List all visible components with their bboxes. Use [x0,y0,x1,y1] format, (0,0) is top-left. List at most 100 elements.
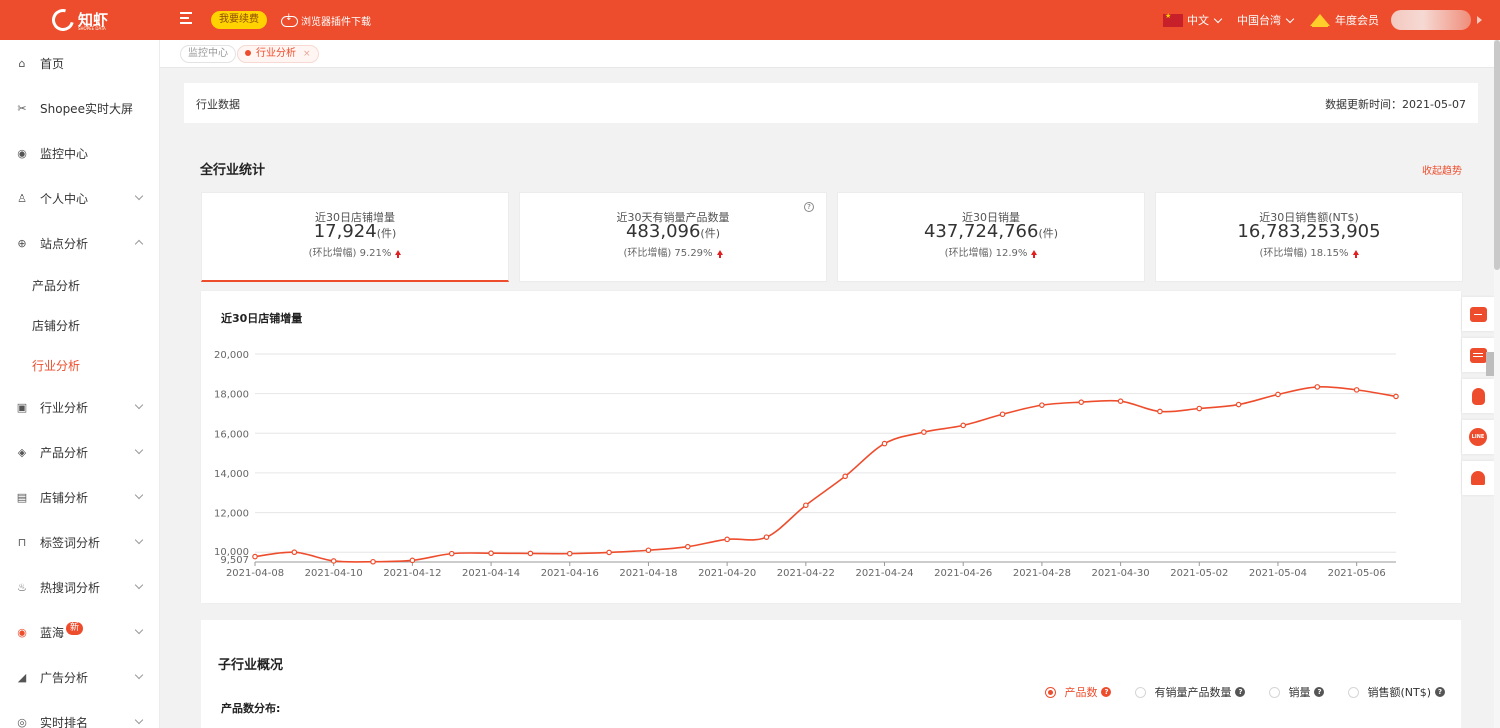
bookmark-icon: ⊓ [17,535,27,549]
question-icon[interactable]: ? [1235,687,1246,697]
radio-products-with-sales[interactable]: 有销量产品数量 ? [1135,684,1246,700]
sidebar-item-product-analysis[interactable]: ◈ 产品分析 [0,442,160,462]
renew-button[interactable]: 我要续费 [211,11,267,29]
stat-card-sales-volume[interactable]: 近30日销量 437,724,766(件) (环比增幅) 12.9% [837,192,1145,282]
sidebar-item-label: 实时排名 [40,715,89,728]
region-dropdown[interactable]: 中国台湾 [1237,12,1295,28]
chevron-down-icon [134,191,144,201]
x-tick-label: 2021-04-26 [934,568,992,579]
sidebar-subitem-shop-analysis[interactable]: 店铺分析 [0,315,160,335]
sidebar-item-monitor[interactable]: ◉ 监控中心 [0,143,160,163]
stat-card-shop-increase[interactable]: 近30日店铺增量 17,924(件) (环比增幅) 9.21% [201,192,509,282]
logo-text: 知虾 [78,10,109,29]
question-icon[interactable]: ? [1435,687,1445,697]
help-icon[interactable]: ? [804,202,814,212]
chart-title: 近30日店铺增量 [221,312,303,325]
x-tick-label: 2021-04-20 [698,568,756,579]
radio-product-count[interactable]: 产品数 ? [1045,684,1112,700]
chart-icon: ▣ [16,400,28,414]
data-point [370,558,376,565]
sidebar-item-personal[interactable]: ♙ 个人中心 [0,188,160,208]
plugin-download-link[interactable]: 浏览器插件下载 [280,12,371,28]
radio-circle[interactable] [1348,686,1360,698]
sidebar-item-realtime-rank[interactable]: ◎ 实时排名 [0,712,160,728]
sidebar-item-tag-analysis[interactable]: ⊓ 标签词分析 [0,532,160,552]
distribution-label: 产品数分布: [221,702,281,715]
sidebar-item-realtime-screen[interactable]: ✂ Shopee实时大屏 [0,98,160,118]
scrollbar-thumb[interactable] [1494,40,1500,270]
data-point [1235,401,1242,408]
data-point [842,473,848,480]
question-icon[interactable]: ? [1101,687,1112,697]
chevron-down-icon [134,715,144,725]
x-tick-label: 2021-05-06 [1328,568,1386,579]
tab-monitor-center[interactable]: 监控中心 [180,45,236,63]
feedback-button[interactable] [1462,297,1494,331]
sidebar-item-shop-analysis[interactable]: ▤ 店铺分析 [0,487,160,507]
data-point [291,549,298,556]
qq-penguin-icon [1471,387,1485,405]
data-point [803,502,809,509]
sidebar-item-label: 店铺分析 [40,490,89,505]
region-label: 中国台湾 [1237,14,1281,27]
qq-button[interactable] [1462,379,1494,413]
sidebar-item-hot-search[interactable]: ♨ 热搜词分析 [0,577,160,597]
stat-card-sales-amount[interactable]: 近30日销售额(NT$) 16,783,253,905 (环比增幅) 18.15… [1155,192,1463,282]
caret-right-icon[interactable] [1477,16,1482,24]
edit-note-icon [1469,306,1487,322]
sidebar-item-blue-ocean[interactable]: ◉ 蓝海 新 [0,621,160,642]
sidebar-item-label: 广告分析 [40,670,89,685]
data-header-title: 行业数据 [196,98,240,111]
data-point [1393,393,1399,400]
close-icon[interactable]: × [303,49,311,59]
sidebar-subitem-industry-analysis[interactable]: 行业分析 [0,355,160,375]
ad-icon: ◢ [17,670,27,684]
tab-industry-analysis[interactable]: 行业分析 × [237,45,319,63]
sidebar-item-home[interactable]: ⌂ 首页 [0,53,160,73]
question-icon[interactable]: ? [1314,687,1325,697]
page-scrollbar[interactable] [1494,40,1500,728]
membership-link[interactable]: 年度会员 [1309,12,1379,28]
x-tick-label: 2021-04-08 [226,568,284,579]
user-avatar[interactable] [1391,10,1471,30]
y-tick-label: 16,000 [214,429,249,440]
radio-sales-volume[interactable]: 销量 ? [1269,684,1325,700]
y-tick-label: 10,000 [214,547,249,558]
sidebar-subitem-product-analysis[interactable]: 产品分析 [0,275,160,295]
chevron-down-icon [134,445,144,455]
arrow-up-icon [1352,250,1359,258]
stat-card-products-with-sales[interactable]: ? 近30天有销量产品数量 483,096(件) (环比增幅) 75.29% [519,192,827,282]
logo[interactable]: 知虾 SHOPEE DATA [47,4,112,36]
language-dropdown[interactable]: 中文 [1163,12,1223,28]
radio-circle[interactable] [1269,686,1281,698]
x-tick-label: 2021-04-18 [619,568,677,579]
radio-circle[interactable] [1135,686,1147,698]
data-point [960,422,967,429]
sub-industry-title: 子行业概况 [218,658,284,673]
notification-button[interactable] [1462,461,1494,495]
x-tick-label: 2021-04-28 [1013,568,1071,579]
collapse-trend-link[interactable]: 收起趋势 [1422,166,1462,177]
sidebar-item-label: Shopee实时大屏 [40,101,133,116]
top-bar: 知虾 SHOPEE DATA 我要续费 浏览器插件下载 中文 中国台湾 年度会员 [0,0,1500,40]
sidebar-item-ad-analysis[interactable]: ◢ 广告分析 [0,667,160,687]
x-tick-label: 2021-04-10 [305,568,363,579]
stat-card-growth: (环比增幅) 75.29% [623,248,713,259]
screen-icon: ✂ [17,101,27,115]
radio-circle[interactable] [1045,686,1057,698]
data-point [1078,399,1085,405]
chevron-up-icon [134,239,144,249]
sidebar-item-industry-analysis[interactable]: ▣ 行业分析 [0,397,160,417]
data-update-time: 数据更新时间：2021-05-07 [1325,98,1466,111]
sidebar-item-label: 行业分析 [32,358,81,373]
chevron-down-icon [1285,14,1295,23]
metric-radio-group: 产品数 ? 有销量产品数量 ? 销量 ? 销售额(NT$) ? [1021,684,1445,700]
menu-toggle-icon[interactable] [180,12,196,28]
sidebar-item-site-analysis[interactable]: ⊕ 站点分析 [0,233,160,253]
line-button[interactable]: LINE [1462,420,1494,454]
data-point [527,550,534,557]
float-scroll-handle[interactable] [1486,352,1494,376]
chevron-down-icon [134,490,144,500]
radio-sales-amount[interactable]: 销售额(NT$) ? [1348,684,1445,700]
